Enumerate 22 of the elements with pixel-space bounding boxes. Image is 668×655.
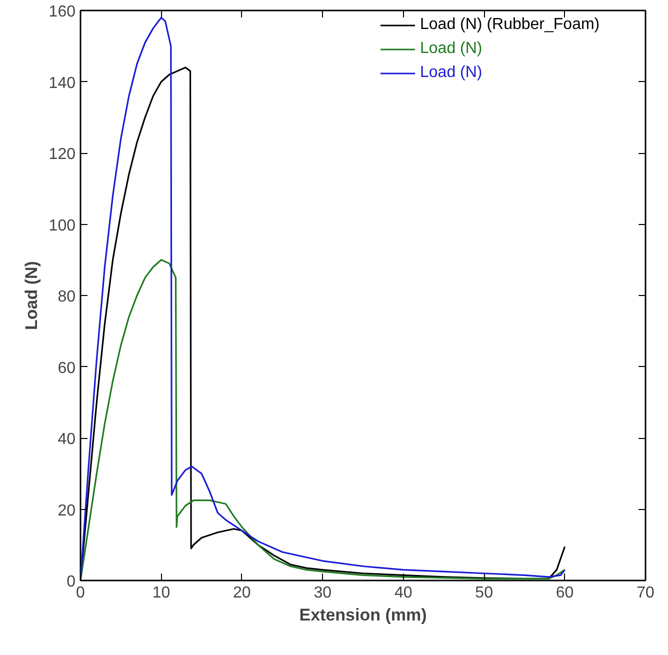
y-tick-label: 100	[48, 217, 76, 234]
legend-label: Load (N)	[420, 39, 482, 59]
y-tick-label: 80	[58, 288, 76, 306]
x-tick-label: 60	[556, 584, 574, 602]
y-tick-label: 40	[58, 431, 76, 448]
legend-label: Load (N) (Rubber_Foam)	[420, 15, 600, 35]
y-tick-label: 160	[48, 4, 76, 20]
y-tick-label: 120	[48, 146, 76, 163]
x-tick-label: 50	[475, 584, 494, 602]
y-tick-label: 140	[48, 74, 76, 92]
y-axis-title: Load (N)	[22, 261, 41, 330]
x-axis-title: Extension (mm)	[299, 606, 427, 624]
x-tick-label: 40	[394, 584, 412, 602]
legend-label: Load (N)	[420, 63, 482, 83]
y-tick-label: 60	[58, 360, 76, 377]
y-tick-label: 20	[58, 502, 76, 520]
x-tick-label: 10	[152, 584, 170, 602]
x-tick-label: 30	[314, 584, 332, 602]
y-tick-label: 0	[66, 574, 76, 590]
x-tick-label: 70	[636, 584, 654, 602]
line-series	[80, 259, 566, 580]
x-tick-label: 20	[233, 584, 251, 602]
